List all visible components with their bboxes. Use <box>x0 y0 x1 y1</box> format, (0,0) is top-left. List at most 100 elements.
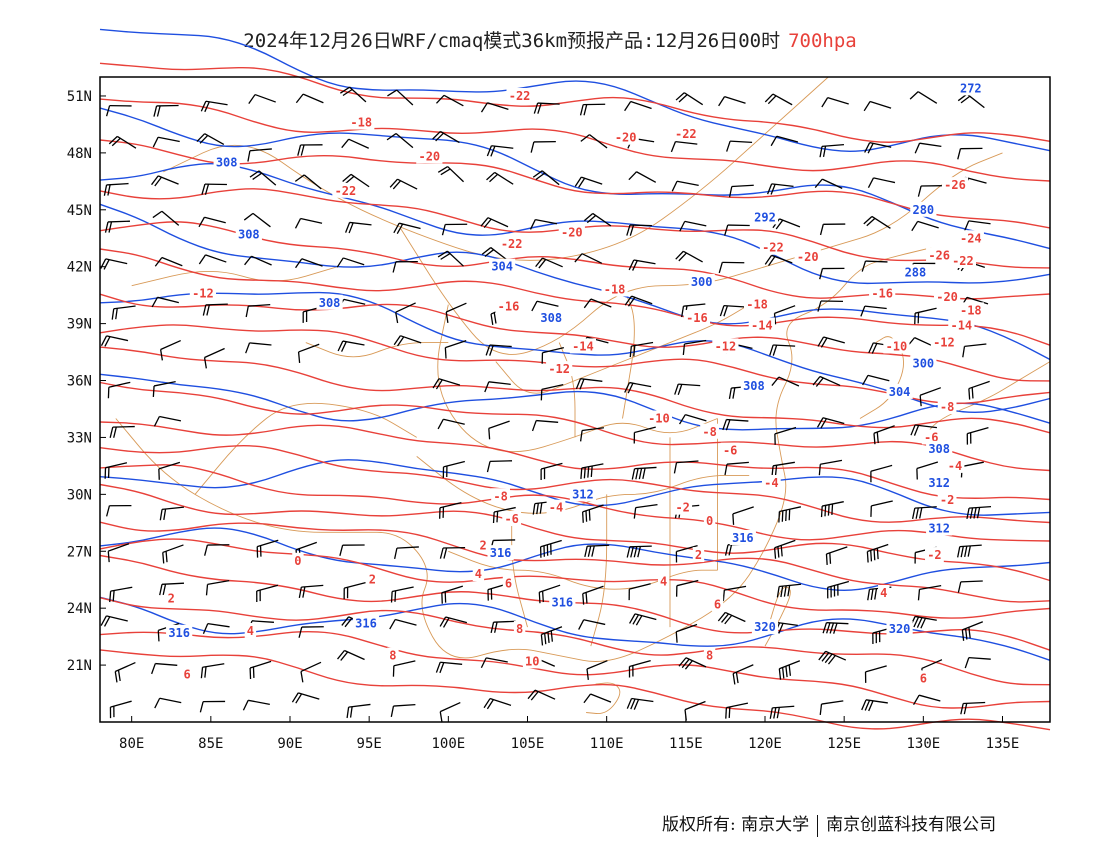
wind-barb-feather <box>151 175 159 186</box>
wind-barb-feather <box>768 256 776 266</box>
wind-barb <box>432 378 461 390</box>
wind-barb-feather <box>781 510 784 522</box>
wind-barb-staff <box>395 618 417 626</box>
wind-barb-feather <box>728 544 733 556</box>
wind-barb-staff <box>683 303 706 307</box>
wind-barb-feather <box>968 627 971 639</box>
wind-barb-feather <box>392 261 397 273</box>
wind-barb <box>910 424 937 436</box>
wind-barb-feather <box>961 629 965 641</box>
wind-barb-feather <box>818 650 827 661</box>
wind-barb <box>966 505 992 520</box>
wind-barb-feather <box>915 507 919 519</box>
wind-barb-staff <box>963 701 986 705</box>
wind-barb-feather <box>766 183 773 195</box>
wind-barb <box>907 337 935 348</box>
wind-barb-staff <box>350 173 370 188</box>
wind-barb-feather <box>671 180 678 192</box>
wind-barb-staff <box>864 305 887 310</box>
wind-barb <box>724 224 750 236</box>
wind-barb-feather <box>770 184 776 195</box>
wind-barb-feather <box>154 697 161 709</box>
wind-barb-feather <box>204 101 210 113</box>
temperature-label: -22 <box>675 127 697 141</box>
wind-barb-feather <box>205 584 209 596</box>
wind-barb <box>300 661 322 683</box>
wind-barb <box>725 702 749 719</box>
wind-barb-feather <box>817 336 825 347</box>
wind-barb-feather <box>721 613 730 623</box>
wind-barb-feather <box>717 612 726 622</box>
temperature-label: 4 <box>660 575 667 589</box>
wind-barb <box>917 584 942 601</box>
wind-barb-staff <box>676 623 698 633</box>
wind-barb-staff <box>823 336 845 344</box>
temperature-label: -20 <box>797 250 819 264</box>
wind-barb <box>817 336 845 348</box>
wind-barb <box>481 247 509 262</box>
wind-barb <box>151 296 179 308</box>
wind-barb-staff <box>779 660 801 670</box>
wind-barb-feather <box>587 545 592 557</box>
wind-barb-staff <box>918 694 941 702</box>
wind-barb-staff <box>302 93 324 104</box>
geopotential-label: 320 <box>754 620 776 634</box>
wind-barb <box>961 621 984 641</box>
wind-barb-feather <box>874 588 878 600</box>
wind-barb-staff <box>634 466 657 470</box>
wind-barb-staff <box>582 427 605 432</box>
wind-barb-staff <box>300 217 323 224</box>
wind-barb <box>764 93 793 106</box>
wind-barb-staff <box>631 697 654 703</box>
wind-barb-staff <box>636 171 657 183</box>
wind-barb-feather <box>917 589 921 601</box>
wind-barb-staff <box>965 176 987 184</box>
temperature-label: -2 <box>940 493 954 507</box>
wind-barb-feather <box>496 511 499 523</box>
wind-barb <box>152 381 176 397</box>
lon-tick-label: 90E <box>277 736 302 752</box>
wind-barb <box>629 341 654 358</box>
wind-barb-staff <box>487 102 509 110</box>
wind-barb-feather <box>109 591 112 603</box>
wind-barb <box>201 183 227 195</box>
wind-barb <box>104 462 128 479</box>
wind-barb-feather <box>100 335 108 346</box>
wind-barb <box>298 626 324 638</box>
wind-barb <box>581 504 604 523</box>
wind-barb <box>437 418 465 430</box>
wind-barb-staff <box>634 426 656 434</box>
wind-barb-feather <box>675 92 685 101</box>
wind-barb <box>913 694 941 706</box>
wind-barb-staff <box>633 259 656 265</box>
wind-barb-feather <box>867 143 874 154</box>
wind-barb-feather <box>624 295 633 306</box>
wind-barb-feather <box>582 593 585 605</box>
wind-barb-feather <box>864 142 871 153</box>
temperature-label: -16 <box>498 300 520 314</box>
temperature-label-bg <box>692 547 705 563</box>
temperature-label: 0 <box>294 554 301 568</box>
wind-barb-feather <box>624 101 632 112</box>
wind-barb-staff <box>871 215 891 229</box>
wind-barb-feather <box>722 590 725 602</box>
wind-barb-feather <box>770 135 778 147</box>
wind-barb <box>914 307 937 325</box>
temperature-label: -8 <box>940 400 954 414</box>
wind-barb-feather <box>968 388 971 400</box>
temperature-label-bg <box>366 571 379 587</box>
lat-tick-label: 27N <box>67 544 92 560</box>
wind-barb-feather <box>585 592 588 604</box>
temperature-label: -12 <box>933 336 955 350</box>
wind-barb <box>728 184 754 198</box>
wind-barb-feather <box>349 706 353 718</box>
geopotential-label: 308 <box>319 296 341 310</box>
wind-barb <box>480 102 509 113</box>
wind-barb-feather <box>632 260 638 271</box>
wind-barb-staff <box>162 506 185 511</box>
wind-barb-feather <box>814 178 823 188</box>
wind-barb-feather <box>200 100 207 112</box>
wind-barb-feather <box>724 544 729 556</box>
wind-barb-staff <box>772 93 793 106</box>
wind-barb-feather <box>395 312 399 324</box>
